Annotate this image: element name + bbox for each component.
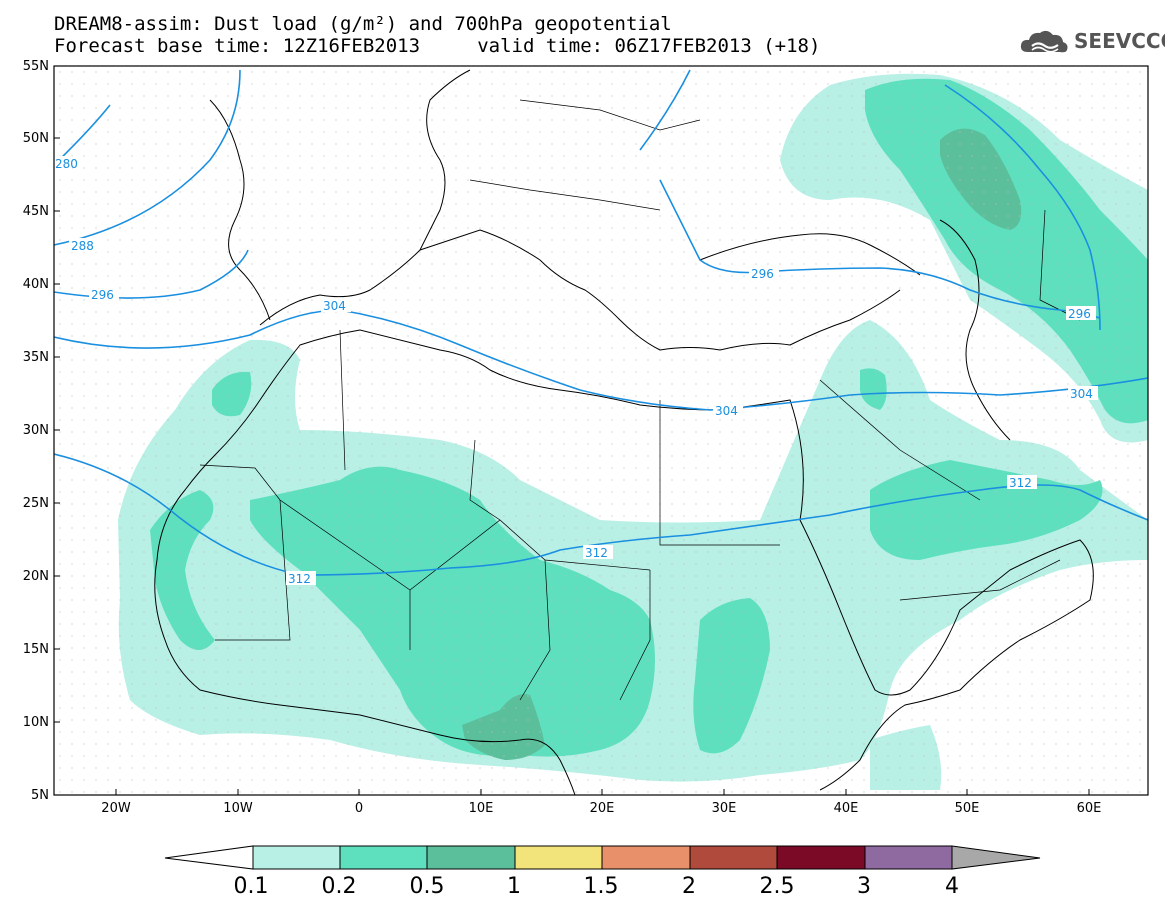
colorbar: 0.1 0.2 0.5 1 1.5 2 2.5 3 4: [164, 845, 1041, 899]
contour-label: 304: [323, 299, 346, 313]
lon-tick-label: 60E: [1077, 801, 1102, 816]
lat-tick-label: 55N: [23, 59, 49, 74]
lon-tick-label: 10E: [469, 801, 494, 816]
colorbar-label: 2.5: [760, 874, 795, 899]
seevccc-logo: SEEVCCC: [1018, 26, 1165, 56]
colorbar-label: 1: [507, 874, 521, 899]
contour-label: 296: [751, 267, 774, 281]
colorbar-swatch: [339, 845, 428, 870]
colorbar-swatch: [426, 845, 516, 870]
lat-tick-label: 45N: [23, 204, 49, 219]
geopotential-contours: [54, 69, 1148, 576]
lat-tick-label: 35N: [23, 350, 49, 365]
lon-tick-label: 20W: [101, 801, 131, 816]
contour-label: 304: [1070, 387, 1093, 401]
colorbar-label: 3: [857, 874, 871, 899]
cloud-logo-icon: [1020, 30, 1068, 53]
lon-tick-label: 40E: [834, 801, 859, 816]
lat-axis: 5N 10N 15N 20N 25N 30N 35N 40N 45N 50N 5…: [23, 59, 60, 803]
lon-tick-label: 0: [355, 801, 363, 816]
contour-label: 312: [585, 546, 608, 560]
contour-label: 296: [1068, 307, 1091, 321]
dot-grid: [54, 66, 1148, 795]
colorbar-label: 0.1: [234, 874, 269, 899]
lon-axis: 20W 10W 0 10E 20E 30E 40E 50E 60E: [101, 789, 1101, 816]
contour-label: 304: [715, 404, 738, 418]
colorbar-left-arrow: [164, 845, 254, 870]
contour-label: 312: [288, 572, 311, 586]
lat-tick-label: 40N: [23, 277, 49, 292]
colorbar-swatch: [514, 845, 603, 870]
lat-tick-label: 50N: [23, 131, 49, 146]
contour-label: 296: [91, 288, 114, 302]
contour-label: 288: [71, 239, 94, 253]
lat-tick-label: 5N: [31, 788, 49, 803]
lat-tick-label: 20N: [23, 569, 49, 584]
lon-tick-label: 30E: [712, 801, 737, 816]
contour-label: 312: [1009, 476, 1032, 490]
map-title: DREAM8-assim: Dust load (g/m²) and 700hP…: [54, 13, 672, 35]
colorbar-label: 1.5: [584, 874, 619, 899]
colorbar-label: 0.2: [322, 874, 357, 899]
country-borders: [199, 99, 1081, 701]
colorbar-label: 4: [945, 874, 959, 899]
colorbar-label: 0.5: [410, 874, 445, 899]
lat-tick-label: 30N: [23, 423, 49, 438]
lon-tick-label: 50E: [955, 801, 980, 816]
colorbar-swatch: [689, 845, 778, 870]
colorbar-swatch: [601, 845, 691, 870]
lat-tick-label: 25N: [23, 496, 49, 511]
colorbar-right-arrow: [951, 845, 1041, 870]
contour-label: 280: [55, 157, 78, 171]
logo-text: SEEVCCC: [1074, 29, 1165, 53]
forecast-time-info: Forecast base time: 12Z16FEB2013 valid t…: [54, 35, 821, 57]
colorbar-swatch: [864, 845, 953, 870]
colorbar-swatch: [776, 845, 866, 870]
contour-labels: 280 288 296 304 296 304 312 312 312 304 …: [54, 156, 1098, 586]
lon-tick-label: 20E: [590, 801, 615, 816]
lon-tick-label: 10W: [223, 801, 253, 816]
lat-tick-label: 10N: [23, 715, 49, 730]
colorbar-label: 2: [682, 874, 696, 899]
lat-tick-label: 15N: [23, 642, 49, 657]
colorbar-swatch: [252, 845, 341, 870]
